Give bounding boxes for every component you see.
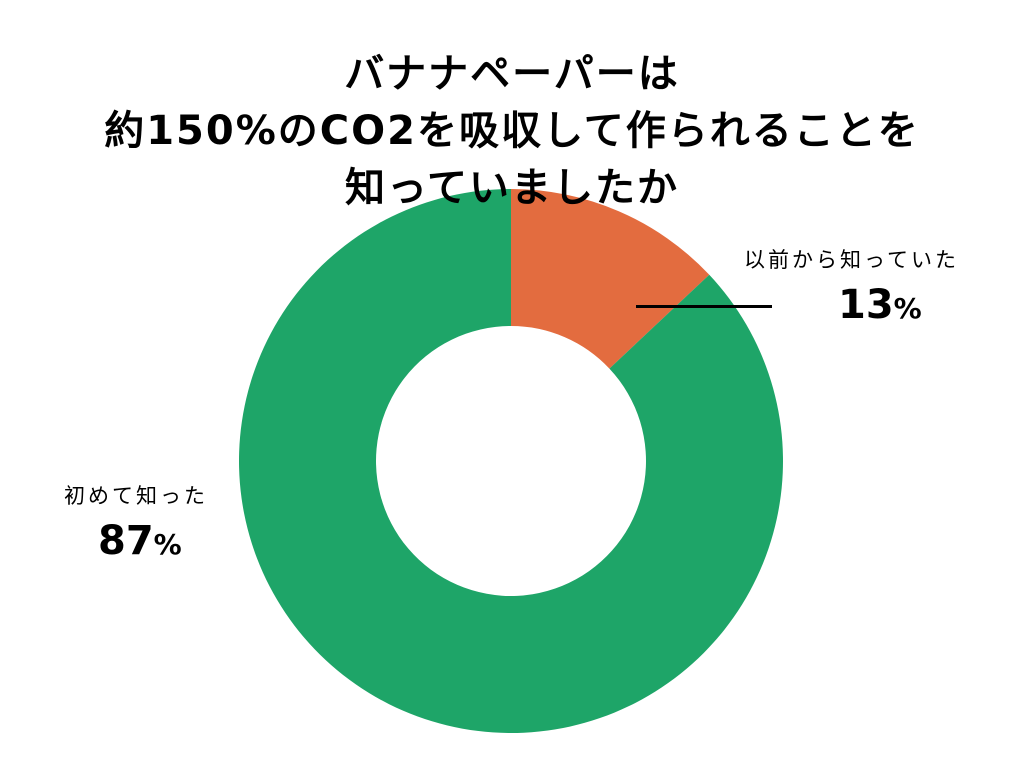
segment-first-time [239,189,784,734]
title-line-1: バナナペーパーは [344,51,680,97]
leader-line-known [636,305,772,308]
segment-known-before [511,189,710,369]
title-line-3: 知っていましたか [345,165,679,211]
label-first-value: 87% [98,518,182,564]
label-first-unit: % [153,528,182,561]
label-first-number: 87 [98,518,154,564]
title-line-2: 約150%のCO2を吸収して作られることを [104,108,920,154]
label-known-number: 13 [838,282,894,328]
label-known-value: 13% [838,282,922,328]
chart-title: バナナペーパーは 約150%のCO2を吸収して作られることを 知っていましたか [0,46,1024,217]
label-known-name: 以前から知っていた [744,248,959,272]
label-known-unit: % [893,292,922,325]
label-first-name: 初めて知った [64,484,208,508]
